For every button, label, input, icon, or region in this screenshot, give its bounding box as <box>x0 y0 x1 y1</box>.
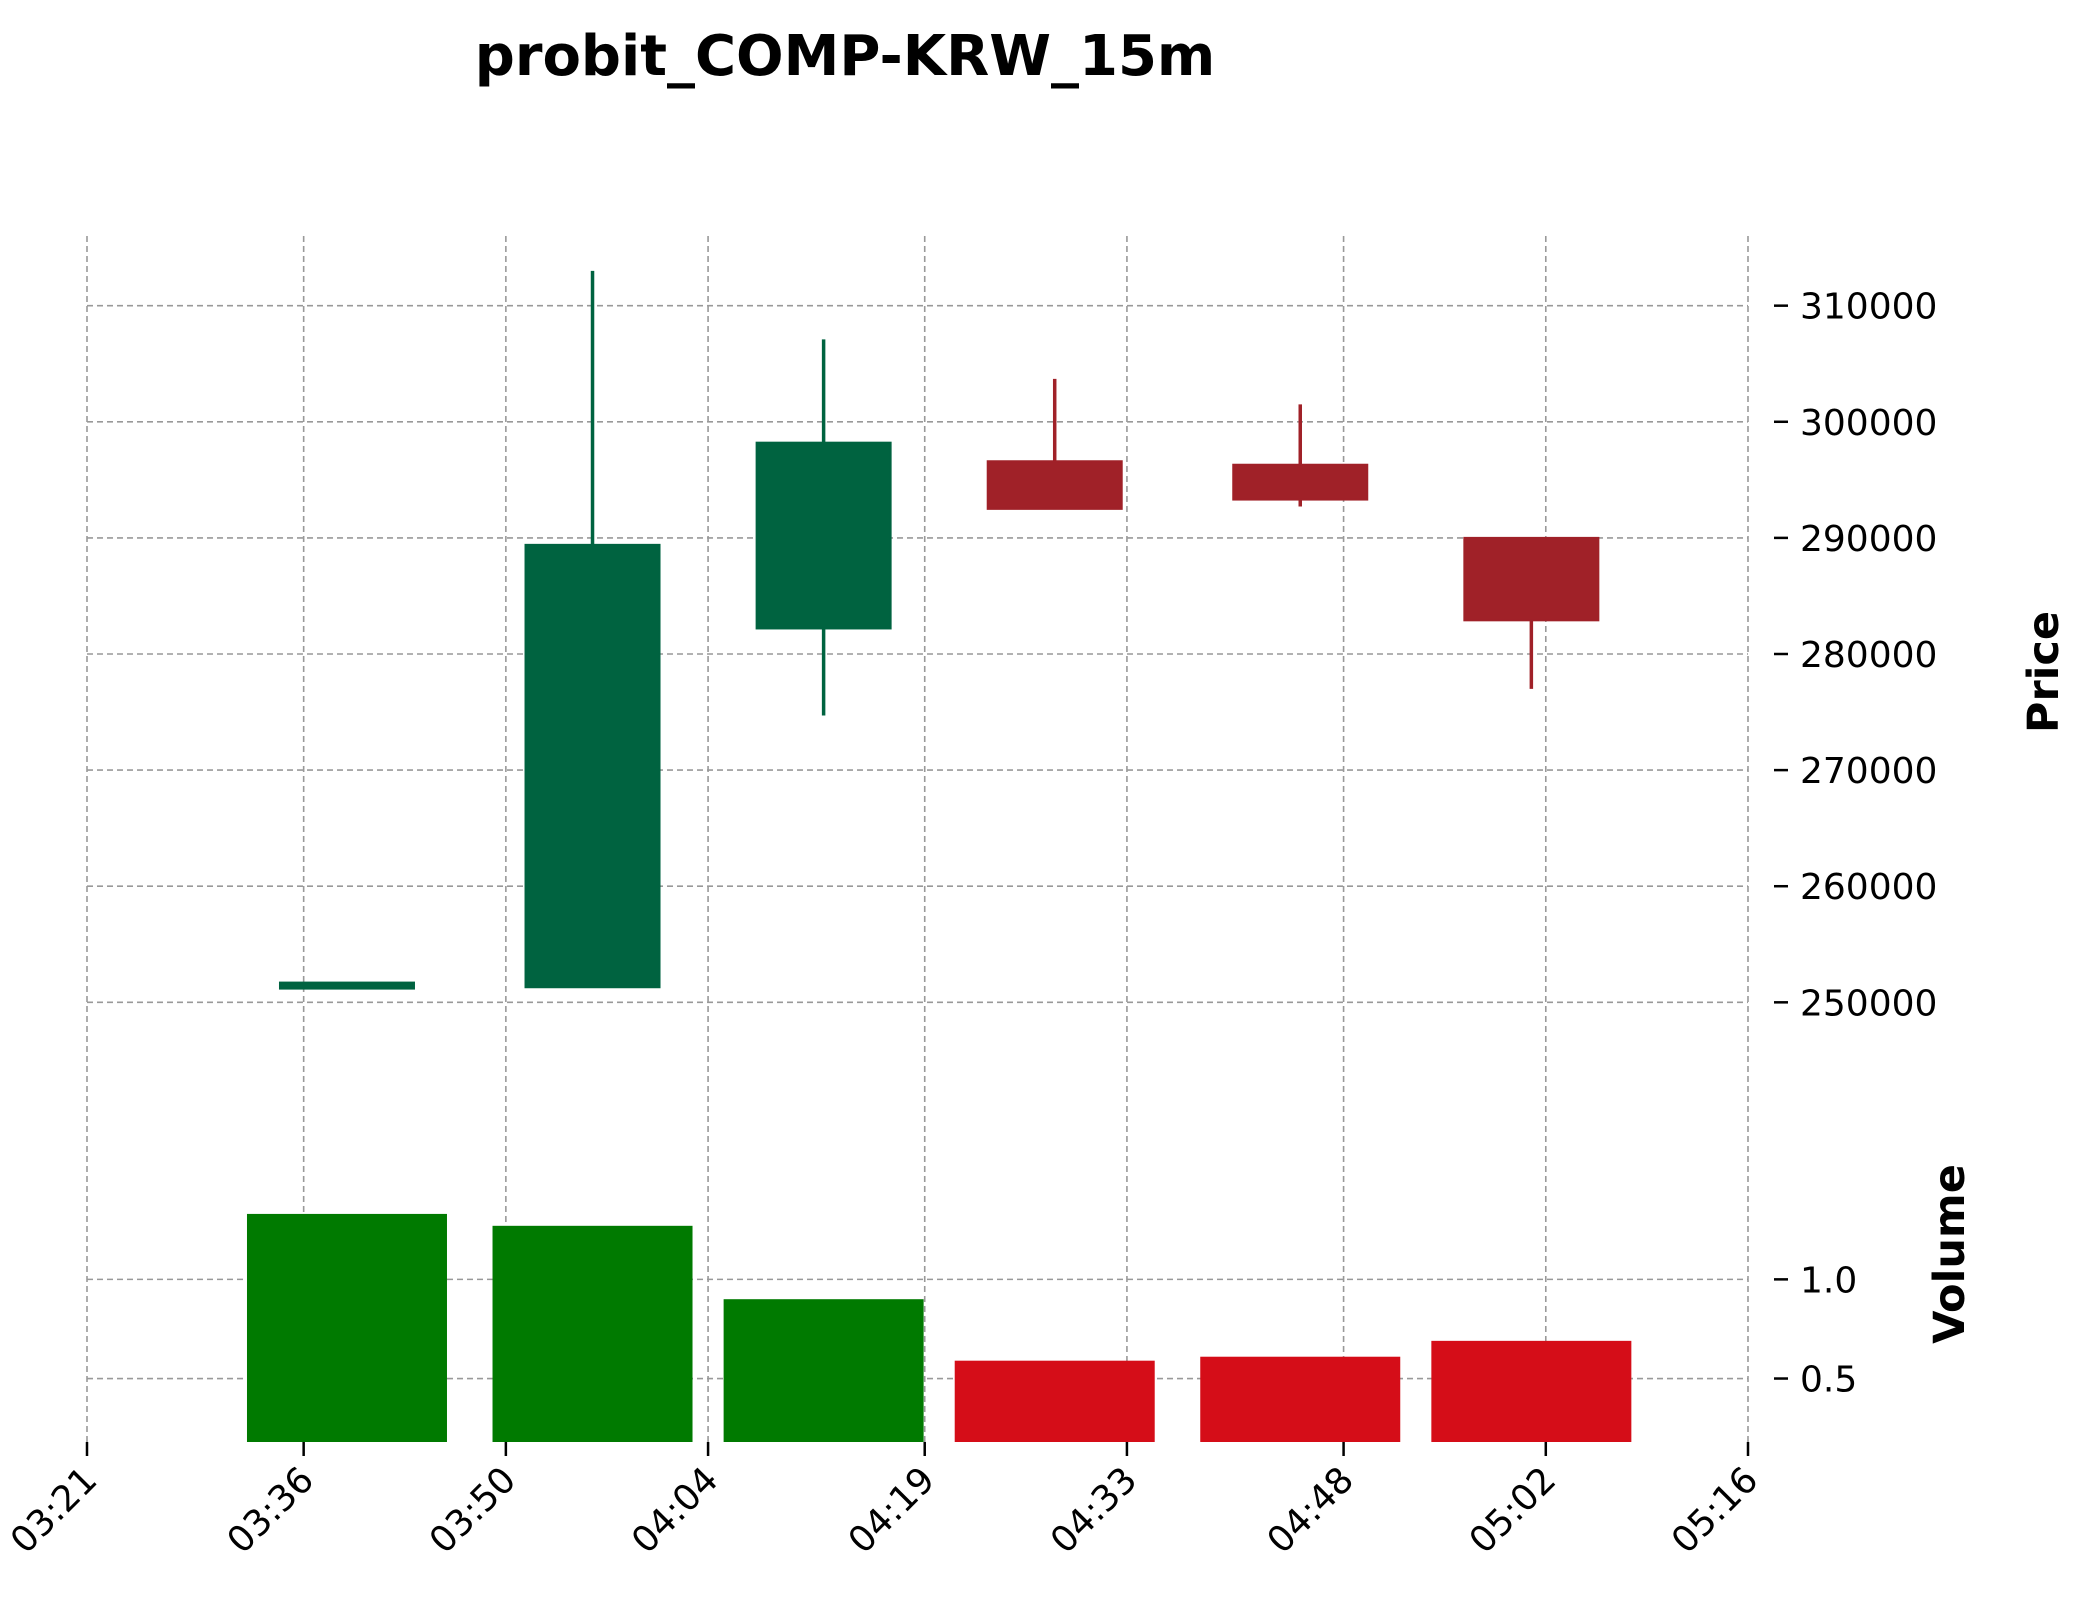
x-tick-label: 04:04 <box>624 1459 726 1561</box>
candle-body <box>755 441 892 630</box>
x-tick-label: 03:50 <box>422 1459 524 1561</box>
candle-body <box>1232 463 1369 501</box>
candle-body <box>278 981 415 990</box>
price-tick-label: 270000 <box>1800 751 1937 792</box>
price-tick-label: 250000 <box>1800 983 1937 1024</box>
candle-body <box>524 543 661 989</box>
price-tick-label: 310000 <box>1800 287 1937 328</box>
x-tick-label: 04:19 <box>841 1459 943 1561</box>
volume-tick-label: 1.0 <box>1800 1260 1857 1301</box>
candle-body <box>1463 536 1600 622</box>
price-tick-label: 260000 <box>1800 867 1937 908</box>
candles <box>278 270 1600 990</box>
x-tick-label: 05:02 <box>1462 1459 1564 1561</box>
candle-body <box>986 460 1123 510</box>
x-tick-label: 03:21 <box>3 1459 105 1561</box>
price-tick-label: 300000 <box>1800 403 1937 444</box>
volume-bar <box>1200 1356 1401 1442</box>
chart-title: probit_COMP-KRW_15m <box>475 24 1216 89</box>
x-tick-label: 04:33 <box>1043 1459 1145 1561</box>
volume-bar <box>246 1213 447 1442</box>
volume-tick-label: 0.5 <box>1800 1360 1857 1401</box>
price-tick-label: 290000 <box>1800 519 1937 560</box>
volume-bars <box>246 1213 1632 1442</box>
x-tick-label: 05:16 <box>1664 1459 1766 1561</box>
volume-bar <box>492 1225 693 1442</box>
x-tick-label: 03:36 <box>220 1459 322 1561</box>
volume-bar <box>1431 1340 1632 1442</box>
volume-bar <box>954 1360 1155 1442</box>
volume-bar <box>723 1299 924 1442</box>
x-tick-label: 04:48 <box>1260 1459 1362 1561</box>
price-axis-label: Price <box>2019 611 2069 733</box>
volume-axis-label: Volume <box>1925 1164 1975 1344</box>
price-tick-label: 280000 <box>1800 635 1937 676</box>
